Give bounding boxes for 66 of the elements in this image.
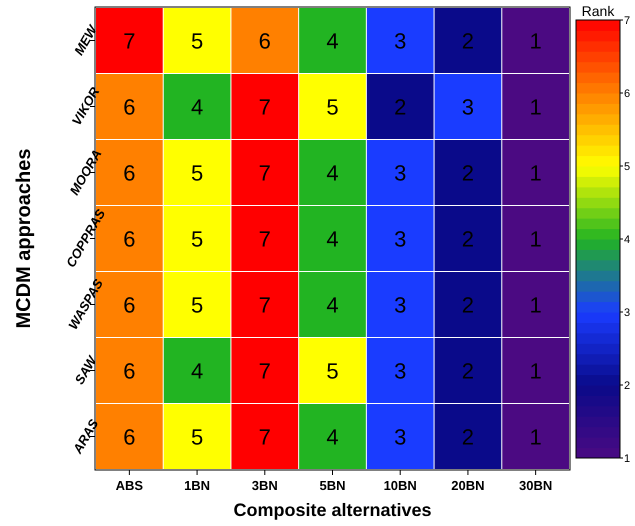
data-label: 7 bbox=[258, 358, 271, 384]
x-tick-label: 30BN bbox=[519, 478, 552, 493]
data-label: 4 bbox=[326, 226, 339, 252]
data-label: 4 bbox=[326, 160, 339, 186]
data-label: 3 bbox=[394, 292, 406, 318]
data-label: 1 bbox=[530, 28, 542, 54]
data-label: 5 bbox=[190, 424, 204, 450]
x-tick-label: 10BN bbox=[384, 478, 417, 493]
x-tick-label: 3BN bbox=[252, 478, 278, 493]
data-label: 7 bbox=[258, 160, 271, 186]
data-label: 6 bbox=[123, 94, 136, 120]
data-label: 2 bbox=[462, 226, 474, 252]
data-label: 6 bbox=[123, 424, 136, 450]
data-label: 6 bbox=[258, 28, 271, 54]
data-label: 4 bbox=[326, 424, 339, 450]
x-tick-label: 1BN bbox=[184, 478, 210, 493]
x-axis-title: Composite alternatives bbox=[233, 500, 432, 520]
x-tick-label: 20BN bbox=[451, 478, 485, 493]
data-label: 1 bbox=[530, 292, 542, 318]
color-bar-label: 2 bbox=[624, 380, 630, 392]
color-bar-label: 5 bbox=[624, 161, 630, 173]
data-label: 3 bbox=[394, 160, 406, 186]
data-label: 2 bbox=[394, 94, 406, 120]
data-label: 7 bbox=[123, 28, 136, 54]
data-label: 3 bbox=[462, 94, 474, 120]
data-label: 3 bbox=[394, 28, 406, 54]
data-label: 5 bbox=[326, 358, 339, 384]
data-label: 1 bbox=[530, 424, 542, 450]
data-label: 5 bbox=[326, 94, 339, 120]
data-label: 4 bbox=[190, 358, 204, 384]
data-label: 4 bbox=[326, 292, 339, 318]
data-label: 3 bbox=[394, 226, 406, 252]
data-label: 5 bbox=[190, 160, 204, 186]
data-label: 1 bbox=[530, 160, 542, 186]
data-label: 2 bbox=[462, 28, 474, 54]
data-label: 7 bbox=[258, 424, 271, 450]
data-label: 5 bbox=[190, 28, 204, 54]
data-label: 7 bbox=[258, 226, 271, 252]
data-label: 6 bbox=[123, 226, 136, 252]
data-label: 1 bbox=[530, 226, 542, 252]
color-bar-label: 4 bbox=[624, 234, 630, 246]
color-bar-label: 1 bbox=[624, 453, 630, 465]
data-label: 2 bbox=[462, 424, 474, 450]
data-label: 7 bbox=[258, 292, 271, 318]
data-label: 2 bbox=[462, 160, 474, 186]
data-label: 6 bbox=[123, 358, 136, 384]
data-label: 3 bbox=[394, 358, 406, 384]
data-label: 3 bbox=[394, 424, 406, 450]
data-label: 1 bbox=[530, 94, 542, 120]
data-label: 5 bbox=[190, 292, 204, 318]
data-label: 7 bbox=[258, 94, 271, 120]
data-label: 6 bbox=[123, 292, 136, 318]
color-bar-label: 7 bbox=[624, 15, 630, 27]
color-bar-label: 3 bbox=[624, 307, 630, 319]
data-label: 6 bbox=[123, 160, 136, 186]
data-label: 2 bbox=[462, 358, 474, 384]
data-label: 4 bbox=[190, 94, 204, 120]
color-bar-label: 6 bbox=[624, 88, 630, 100]
y-axis-title: MCDM approaches bbox=[13, 148, 35, 329]
x-tick-label: 5BN bbox=[319, 478, 346, 493]
data-label: 5 bbox=[190, 226, 204, 252]
data-label: 1 bbox=[530, 358, 542, 384]
data-label: 4 bbox=[326, 28, 339, 54]
color-bar-title: Rank bbox=[582, 3, 616, 19]
data-label: 2 bbox=[462, 292, 474, 318]
x-tick-label: ABS bbox=[116, 478, 144, 493]
